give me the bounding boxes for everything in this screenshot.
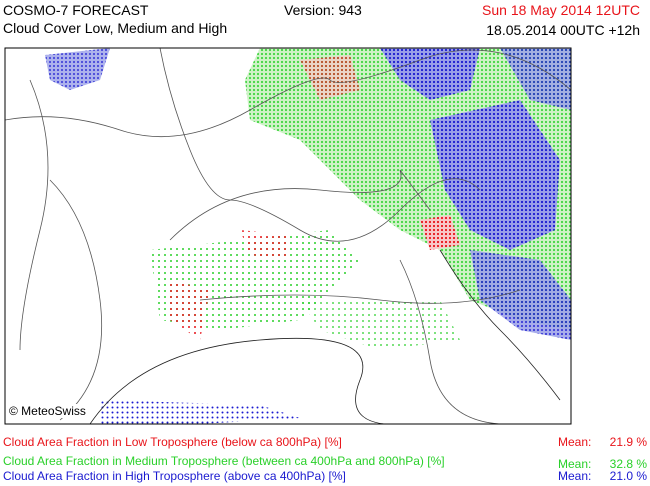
model-title: COSMO-7 FORECAST <box>3 2 149 18</box>
mean-label: Mean: <box>558 469 592 483</box>
mean-value: 21.0 % <box>609 469 647 483</box>
legend-label: Cloud Area Fraction in Medium Tropospher… <box>3 454 445 468</box>
mean-label: Mean: <box>558 457 592 471</box>
map-frame <box>4 47 572 425</box>
mean-value: 21.9 % <box>609 435 647 449</box>
borders <box>5 48 571 424</box>
version: Version: 943 <box>284 2 362 18</box>
legend-label: Cloud Area Fraction in High Troposphere … <box>3 469 346 483</box>
mean-value: 32.8 % <box>609 457 647 471</box>
credit: © MeteoSwiss <box>9 404 86 418</box>
mean-label: Mean: <box>558 435 592 449</box>
cloud-fields <box>45 48 571 424</box>
run-time: 18.05.2014 00UTC +12h <box>486 22 640 38</box>
legend-label: Cloud Area Fraction in Low Troposphere (… <box>3 435 342 449</box>
valid-time: Sun 18 May 2014 12UTC <box>482 2 640 18</box>
product-title: Cloud Cover Low, Medium and High <box>3 20 228 36</box>
